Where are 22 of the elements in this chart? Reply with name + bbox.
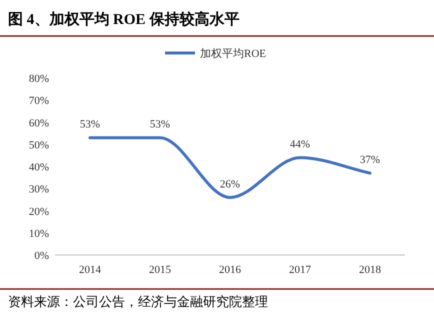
- text: 资料来源：公司公告，经济与金融研究院整理: [8, 294, 268, 309]
- x-tick-label: 2016: [219, 264, 242, 276]
- legend-label: 加权平均ROE: [200, 47, 266, 60]
- y-tick-label: 0%: [34, 250, 49, 262]
- y-tick-label: 20%: [28, 206, 49, 218]
- x-tick-label: 2015: [149, 264, 172, 276]
- y-tick-label: 40%: [28, 162, 49, 174]
- y-tick-label: 10%: [28, 228, 49, 240]
- x-tick-label: 2014: [79, 264, 102, 276]
- y-tick-label: 80%: [28, 73, 49, 85]
- x-tick-label: 2018: [359, 264, 382, 276]
- y-tick-label: 30%: [28, 184, 49, 196]
- x-tick-label: 2017: [289, 264, 312, 276]
- chart-title: 图 4、加权平均 ROE 保持较高水平: [8, 10, 240, 28]
- y-tick-label: 60%: [28, 117, 49, 130]
- data-label: 53%: [80, 118, 100, 131]
- data-label: 26%: [220, 178, 240, 190]
- data-label: 44%: [290, 138, 310, 151]
- y-tick-label: 50%: [28, 139, 49, 152]
- y-tick-label: 70%: [28, 95, 49, 108]
- data-label: 37%: [360, 154, 380, 166]
- data-label: 53%: [150, 118, 170, 131]
